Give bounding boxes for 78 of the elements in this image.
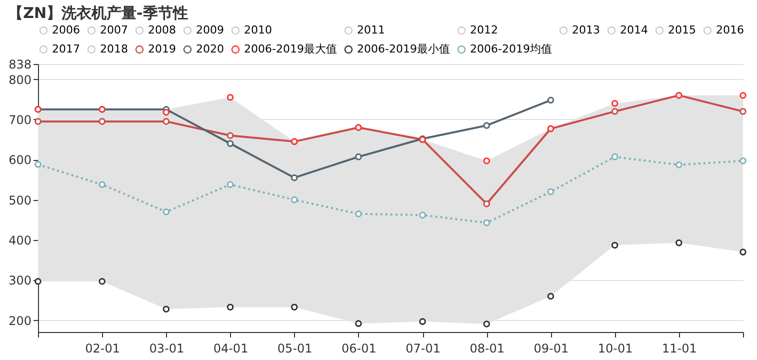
x-tick-label: 10-01	[598, 342, 633, 356]
x-tick-label: 08-01	[470, 342, 505, 356]
legend-label: 2012	[470, 24, 498, 36]
point	[611, 153, 618, 160]
point	[740, 92, 746, 99]
point	[547, 292, 554, 300]
point	[98, 118, 106, 125]
legend-label: 2011	[357, 24, 385, 36]
point	[740, 108, 746, 115]
legend-label: 2006-2019最大值	[244, 42, 337, 56]
point	[611, 100, 618, 107]
point	[290, 196, 298, 204]
y-tick-label: 700	[8, 112, 32, 127]
point	[98, 278, 106, 285]
point	[355, 153, 362, 160]
point	[34, 161, 42, 168]
point	[162, 306, 170, 312]
legend-label: 2016	[716, 24, 744, 36]
y-tick-label: 200	[8, 314, 32, 328]
point	[483, 122, 490, 129]
point	[483, 200, 490, 208]
point	[547, 96, 554, 104]
point	[290, 304, 298, 310]
legend-label: 2013	[572, 24, 600, 36]
legend-label: 2020	[196, 42, 224, 56]
x-tick-label: 02-01	[85, 342, 120, 356]
x-tick-label: 05-01	[277, 342, 312, 356]
point	[34, 118, 42, 125]
x-tick-label: 11-01	[662, 342, 697, 356]
point	[483, 320, 490, 328]
x-tick-label: 06-01	[342, 342, 376, 356]
legend-label: 2015	[668, 24, 696, 36]
point	[483, 219, 490, 226]
y-tick-label: 800	[8, 72, 32, 87]
point	[740, 157, 746, 164]
y-tick-label: 400	[8, 233, 32, 248]
point	[162, 108, 170, 116]
point	[355, 210, 362, 218]
y-tick-label: 500	[8, 193, 32, 208]
point	[547, 188, 554, 196]
legend-label: 2019	[148, 42, 176, 56]
y-tick-label: 838	[8, 58, 32, 72]
point	[34, 278, 42, 285]
legend-label: 2006-2019均值	[470, 42, 552, 56]
point	[611, 108, 618, 115]
point	[226, 132, 234, 139]
legend-label: 2014	[620, 24, 648, 36]
point	[98, 181, 106, 188]
legend-label: 2017	[52, 42, 80, 56]
legend-label: 2009	[196, 24, 224, 36]
legend-label: 2007	[100, 24, 128, 36]
point	[290, 174, 298, 182]
point	[483, 157, 490, 164]
legend-label: 2008	[148, 24, 176, 36]
point	[740, 248, 746, 256]
point	[226, 140, 234, 147]
point	[676, 161, 682, 168]
x-tick-label: 04-01	[213, 342, 248, 356]
legend-label: 2006-2019最小值	[357, 42, 450, 56]
legend-label: 2006	[52, 24, 80, 36]
point	[355, 320, 362, 327]
legend-label: 2010	[244, 24, 272, 36]
point	[419, 318, 426, 325]
point	[162, 208, 170, 216]
point	[611, 242, 618, 249]
point	[162, 118, 170, 125]
x-tick-label: 07-01	[406, 342, 440, 356]
y-tick-label: 300	[8, 274, 32, 288]
legend-label: 2018	[100, 42, 128, 56]
point	[226, 181, 234, 188]
point	[419, 212, 426, 218]
point	[226, 94, 234, 101]
chart-title: 【ZN】洗衣机产量-季节性	[8, 4, 188, 22]
y-tick-label: 600	[8, 153, 32, 168]
x-tick-label: 09-01	[534, 342, 569, 356]
point	[226, 304, 234, 310]
x-tick-label: 03-01	[149, 342, 184, 356]
point	[676, 239, 682, 246]
